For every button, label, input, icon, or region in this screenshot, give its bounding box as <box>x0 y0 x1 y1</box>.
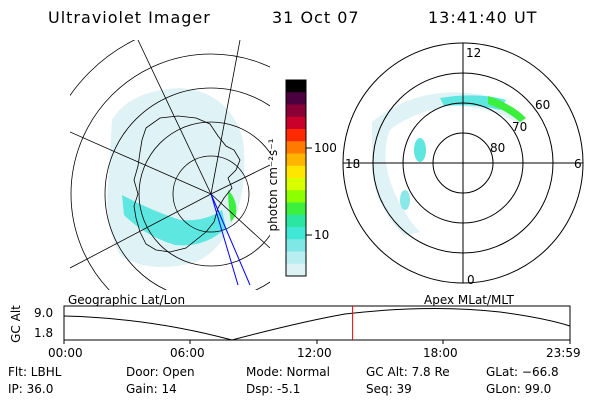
colorbar-segment <box>286 104 306 118</box>
colorbar-segment <box>286 80 306 93</box>
instrument-title: Ultraviolet Imager <box>48 8 211 27</box>
info-mode: Mode: Normal <box>246 365 330 379</box>
colorbar-segment <box>286 214 306 228</box>
timeline-panel <box>63 305 571 344</box>
geographic-map <box>70 40 270 290</box>
info-glat: GLat: −66.8 <box>486 365 559 379</box>
colorbar-segment <box>286 202 306 216</box>
info-gc-alt: GC Alt: 7.8 Re <box>366 365 450 379</box>
lat-label-80: 80 <box>490 141 506 155</box>
date-label: 31 Oct 07 <box>272 8 360 27</box>
timeline-x-tick-1200: 12:00 <box>297 346 332 360</box>
timeline-right-title: Apex MLat/MLT <box>424 293 514 307</box>
timeline-x-tick-2359: 23:59 <box>546 346 581 360</box>
polar-plot <box>342 42 584 284</box>
timeline-axis-label: GC Alt <box>9 305 23 343</box>
timeline-left-title: Geographic Lat/Lon <box>68 293 186 307</box>
geo-aurora-bright <box>122 195 226 246</box>
mlt-label-0: 0 <box>467 273 475 287</box>
timeline-x-tick-1800: 18:00 <box>423 346 458 360</box>
time-label: 13:41:40 UT <box>428 8 538 27</box>
lat-label-60: 60 <box>535 98 551 112</box>
colorbar-segment <box>286 116 306 130</box>
timeline-x-tick-0600: 06:00 <box>170 346 205 360</box>
coastline <box>133 115 241 253</box>
timeline-x-tick-0000: 00:00 <box>48 346 83 360</box>
timeline-y-tick-low: 1.8 <box>34 326 54 340</box>
info-gain: Gain: 14 <box>126 382 177 396</box>
altitude-curve <box>63 307 571 341</box>
info-filter: Flt: LBHL <box>8 365 62 379</box>
polar-aurora-green <box>488 96 526 122</box>
info-glon: GLon: 99.0 <box>486 382 552 396</box>
timeline-y-tick-high: 9.0 <box>34 306 54 320</box>
colorbar-frame <box>285 79 307 277</box>
colorbar-segment <box>286 251 306 265</box>
colorbar-segment <box>286 165 306 179</box>
colorbar-tick-100: 100 <box>314 141 337 155</box>
mlt-label-12: 12 <box>466 46 482 60</box>
info-ip: IP: 36.0 <box>8 382 54 396</box>
colorbar-unit-label: photon cm⁻²s⁻¹ <box>266 138 280 232</box>
colorbar-segment <box>286 178 306 191</box>
mlt-label-18: 18 <box>345 157 361 171</box>
colorbar <box>286 80 306 277</box>
colorbar-segment <box>286 92 306 105</box>
colorbar-segment <box>286 153 306 167</box>
info-door: Door: Open <box>126 365 195 379</box>
colorbar-segment <box>286 141 306 154</box>
colorbar-tick-10: 10 <box>314 228 330 242</box>
mlt-label-6: 6 <box>574 157 582 171</box>
info-seq: Seq: 39 <box>366 382 412 396</box>
colorbar-segment <box>286 129 306 142</box>
lat-label-70: 70 <box>512 120 528 134</box>
colorbar-segment <box>286 239 306 252</box>
colorbar-segment <box>286 190 306 203</box>
geo-aurora-green <box>228 190 237 222</box>
colorbar-segment <box>286 227 306 240</box>
info-dsp: Dsp: -5.1 <box>246 382 301 396</box>
colorbar-segment <box>286 263 306 277</box>
